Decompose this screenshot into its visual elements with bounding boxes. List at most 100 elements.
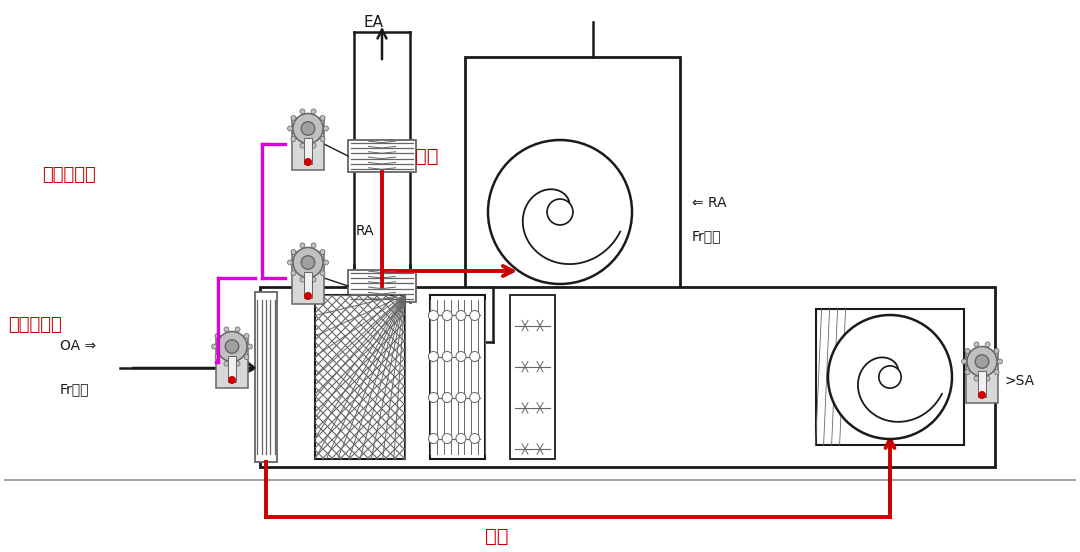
- Circle shape: [228, 376, 237, 384]
- Bar: [260, 287, 995, 467]
- Circle shape: [429, 352, 438, 362]
- Circle shape: [300, 277, 305, 282]
- Circle shape: [975, 355, 989, 368]
- Circle shape: [456, 310, 465, 321]
- Circle shape: [291, 115, 296, 120]
- Bar: [315, 295, 405, 459]
- Bar: [348, 140, 416, 172]
- Circle shape: [998, 359, 1002, 364]
- Circle shape: [470, 352, 480, 362]
- Circle shape: [224, 327, 229, 332]
- Bar: [465, 57, 680, 342]
- Circle shape: [303, 292, 312, 300]
- Circle shape: [964, 370, 970, 375]
- Circle shape: [215, 333, 220, 338]
- Circle shape: [311, 277, 316, 282]
- Text: 互锁: 互锁: [485, 527, 509, 546]
- Text: Fr室内: Fr室内: [692, 229, 721, 243]
- Circle shape: [978, 391, 986, 399]
- Bar: [430, 295, 485, 459]
- Bar: [216, 336, 248, 388]
- Circle shape: [300, 109, 305, 114]
- Bar: [966, 351, 998, 403]
- Circle shape: [235, 327, 240, 332]
- Bar: [228, 356, 237, 382]
- Bar: [255, 292, 276, 462]
- Circle shape: [994, 370, 999, 375]
- Circle shape: [974, 376, 978, 381]
- Circle shape: [303, 158, 312, 166]
- Circle shape: [311, 143, 316, 148]
- Bar: [815, 309, 964, 445]
- Circle shape: [967, 347, 997, 376]
- Text: ⇐ RA: ⇐ RA: [692, 196, 727, 210]
- Circle shape: [985, 376, 990, 381]
- Text: >SA: >SA: [1004, 374, 1035, 388]
- Circle shape: [320, 270, 325, 275]
- Bar: [978, 371, 986, 397]
- Circle shape: [456, 392, 465, 402]
- Text: 反比例互锁: 反比例互锁: [42, 166, 96, 184]
- Bar: [303, 272, 312, 298]
- Bar: [348, 270, 416, 302]
- Circle shape: [470, 433, 480, 443]
- Circle shape: [287, 126, 293, 131]
- Text: 反比例互锁: 反比例互锁: [8, 316, 62, 334]
- Circle shape: [488, 140, 632, 284]
- Circle shape: [212, 344, 216, 349]
- Circle shape: [293, 247, 323, 278]
- Circle shape: [879, 366, 901, 388]
- Bar: [292, 118, 324, 170]
- Circle shape: [828, 315, 951, 439]
- Circle shape: [429, 310, 438, 321]
- Circle shape: [217, 332, 247, 362]
- Circle shape: [300, 143, 305, 148]
- Circle shape: [320, 136, 325, 141]
- Circle shape: [244, 354, 249, 359]
- Circle shape: [456, 433, 465, 443]
- Circle shape: [442, 433, 453, 443]
- Bar: [510, 295, 555, 459]
- Circle shape: [456, 352, 465, 362]
- Bar: [292, 252, 324, 304]
- Circle shape: [429, 433, 438, 443]
- Circle shape: [247, 344, 253, 349]
- Circle shape: [235, 361, 240, 366]
- Circle shape: [974, 342, 978, 347]
- Circle shape: [244, 333, 249, 338]
- Circle shape: [226, 339, 239, 353]
- Circle shape: [301, 122, 314, 135]
- Circle shape: [548, 199, 573, 225]
- Circle shape: [429, 392, 438, 402]
- Circle shape: [964, 348, 970, 353]
- Text: Fr室外: Fr室外: [60, 382, 90, 396]
- Circle shape: [291, 136, 296, 141]
- Text: OA ⇒: OA ⇒: [60, 339, 96, 353]
- Circle shape: [994, 348, 999, 353]
- Circle shape: [311, 243, 316, 248]
- Circle shape: [961, 359, 967, 364]
- Circle shape: [301, 256, 314, 269]
- Circle shape: [442, 310, 453, 321]
- Text: 互锁: 互锁: [415, 147, 438, 166]
- Circle shape: [324, 260, 328, 265]
- Circle shape: [470, 392, 480, 402]
- Circle shape: [291, 270, 296, 275]
- Circle shape: [300, 243, 305, 248]
- Circle shape: [470, 310, 480, 321]
- Text: RA: RA: [356, 224, 375, 238]
- Circle shape: [442, 352, 453, 362]
- Circle shape: [320, 115, 325, 120]
- Circle shape: [291, 250, 296, 254]
- Circle shape: [320, 250, 325, 254]
- Circle shape: [985, 342, 990, 347]
- Circle shape: [293, 114, 323, 144]
- Circle shape: [442, 392, 453, 402]
- Circle shape: [324, 126, 328, 131]
- Circle shape: [287, 260, 293, 265]
- Circle shape: [224, 361, 229, 366]
- Circle shape: [311, 109, 316, 114]
- Text: EA: EA: [364, 15, 384, 30]
- Circle shape: [215, 354, 220, 359]
- Bar: [303, 138, 312, 164]
